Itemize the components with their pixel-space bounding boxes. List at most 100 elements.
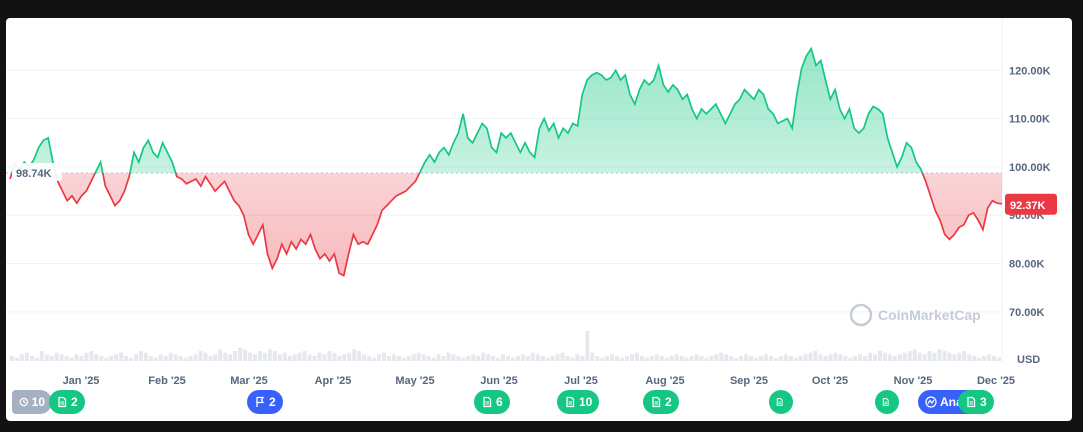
history-events-badge[interactable]: 10 [12,390,52,414]
volume-bar [153,357,158,361]
volume-bar [258,351,262,361]
area-above-baseline [11,48,923,174]
volume-bar [386,356,391,361]
volume-bar [922,354,927,361]
volume-bar [977,357,982,361]
news-badge-sep[interactable] [769,390,793,414]
volume-bar [471,354,476,361]
x-tick-label: Mar '25 [230,375,267,387]
volume-bar [89,351,94,361]
volume-bar [19,354,24,361]
volume-bar [287,356,292,361]
volume-bar [461,357,466,361]
chart-card: 120.00K 110.00K 100.00K 90.00K 80.00K 70.00K 9… [6,18,1072,421]
document-icon [58,396,67,408]
volume-bar [248,352,253,361]
flag-badge-mar[interactable]: 2 [247,390,283,414]
volume-bar [868,352,873,361]
volume-bar [957,352,962,361]
volume-bar [649,356,654,361]
volume-bar [198,351,203,361]
volume-bar [987,354,992,361]
volume-bar [332,352,337,361]
volume-bar [674,354,679,361]
volume-bar [391,354,396,361]
volume-bar [501,354,505,361]
volume-bar [694,354,699,361]
volume-bar [639,356,644,361]
price-chart[interactable]: 120.00K110.00K100.00K90.00K80.00K70.00K9… [6,18,1072,421]
volume-bar [163,356,168,361]
x-tick-label: Aug '25 [645,375,684,387]
volume-bar [729,356,734,361]
volume-bar [421,354,426,361]
volume-bar [292,354,297,361]
x-tick-label: Nov '25 [894,375,933,387]
volume-bar [426,356,431,361]
volume-bar [793,357,798,361]
volume-bar [416,352,421,361]
volume-bar [143,352,148,361]
volume-bar [878,351,882,361]
volume-bar [213,354,218,361]
volume-bar [253,354,257,361]
document-icon [566,396,575,408]
volume-bar [763,354,768,361]
news-badge-dec[interactable]: 3 [958,390,994,414]
news-badge-jan[interactable]: 2 [49,390,85,414]
volume-bar [580,356,585,361]
volume-bar [982,356,987,361]
news-badge-jul[interactable]: 10 [557,390,600,414]
volume-bar [600,357,605,361]
volume-bar [863,356,868,361]
news-badge-nov[interactable] [875,390,899,414]
volume-bar [565,356,570,361]
volume-bar [377,354,381,361]
x-tick-label: Oct '25 [812,375,848,387]
volume-bar [188,356,193,361]
volume-bar [352,349,357,361]
volume-bar [396,356,401,361]
volume-bar [436,354,441,361]
volume-bar [783,354,788,361]
volume-bar [99,356,104,361]
volume-bar [942,351,947,361]
volume-bar [897,354,902,361]
volume-bar [14,357,19,361]
volume-bar [441,356,446,361]
volume-bar [451,354,456,361]
watermark-logo [849,303,873,327]
analysis-icon [925,396,937,408]
volume-bar [94,354,99,361]
volume-bar [853,356,858,361]
volume-bar [927,351,932,361]
baseline-label: 98.74K [16,168,52,180]
volume-bar [749,356,753,361]
volume-bar [555,354,560,361]
volume-bar [302,351,307,361]
x-tick-label: Jul '25 [564,375,598,387]
volume-bar [545,357,550,361]
volume-bar [491,356,496,361]
volume-bar [357,351,362,361]
volume-bar [560,352,565,361]
current-price-badge [1005,193,1057,215]
volume-bar [203,352,208,361]
volume-bar [24,352,29,361]
volume-bar [788,356,793,361]
volume-bar [858,354,863,361]
volume-bar [535,354,540,361]
news-badge-jun[interactable]: 6 [474,390,510,414]
volume-bar [610,354,615,361]
currency-label: USD [1017,354,1040,366]
volume-bar [768,356,773,361]
volume-bar [833,352,838,361]
news-badge-aug-count: 2 [665,395,672,409]
volume-bar [843,356,848,361]
news-badge-aug[interactable]: 2 [643,390,679,414]
volume-bar [803,354,808,361]
y-tick-label: 80.00K [1009,259,1045,271]
volume-bar [44,354,49,361]
document-icon [483,396,492,408]
